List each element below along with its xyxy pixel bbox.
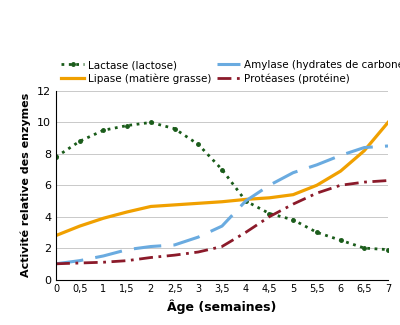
Lactase (lactose)	[220, 168, 224, 172]
Lactase (lactose)	[243, 199, 248, 203]
Protéases (protéine)	[196, 250, 201, 254]
Lactase (lactose)	[172, 127, 177, 131]
Lipase (matière grasse)	[125, 210, 130, 214]
Protéases (protéine)	[338, 183, 343, 187]
Lactase (lactose)	[196, 142, 201, 146]
Amylase (hydrates de carbone)	[148, 244, 153, 248]
Lactase (lactose)	[125, 124, 130, 127]
Lactase (lactose)	[291, 218, 296, 222]
Amylase (hydrates de carbone)	[314, 163, 319, 167]
Lipase (matière grasse)	[54, 234, 58, 238]
Protéases (protéine)	[172, 253, 177, 257]
Protéases (protéine)	[314, 191, 319, 195]
Amylase (hydrates de carbone)	[77, 259, 82, 263]
Amylase (hydrates de carbone)	[291, 171, 296, 175]
Lipase (matière grasse)	[172, 203, 177, 207]
Lipase (matière grasse)	[77, 224, 82, 228]
Line: Protéases (protéine): Protéases (protéine)	[56, 181, 388, 264]
Lipase (matière grasse)	[338, 169, 343, 173]
Line: Lipase (matière grasse): Lipase (matière grasse)	[56, 123, 388, 236]
Protéases (protéine)	[125, 259, 130, 263]
Lipase (matière grasse)	[267, 196, 272, 200]
Protéases (protéine)	[77, 261, 82, 265]
Amylase (hydrates de carbone)	[338, 153, 343, 157]
X-axis label: Âge (semaines): Âge (semaines)	[167, 300, 277, 314]
Lipase (matière grasse)	[362, 149, 367, 153]
Lactase (lactose)	[362, 246, 367, 250]
Line: Amylase (hydrates de carbone): Amylase (hydrates de carbone)	[56, 146, 388, 264]
Lactase (lactose)	[54, 155, 58, 159]
Protéases (protéine)	[386, 179, 390, 183]
Lactase (lactose)	[101, 128, 106, 132]
Amylase (hydrates de carbone)	[386, 144, 390, 148]
Protéases (protéine)	[101, 260, 106, 264]
Lipase (matière grasse)	[220, 200, 224, 204]
Y-axis label: Activité relative des enzymes: Activité relative des enzymes	[21, 93, 32, 277]
Amylase (hydrates de carbone)	[172, 243, 177, 247]
Lactase (lactose)	[338, 238, 343, 242]
Lactase (lactose)	[148, 121, 153, 124]
Lactase (lactose)	[386, 248, 390, 252]
Lipase (matière grasse)	[291, 193, 296, 197]
Amylase (hydrates de carbone)	[125, 248, 130, 252]
Protéases (protéine)	[243, 230, 248, 234]
Amylase (hydrates de carbone)	[362, 146, 367, 150]
Amylase (hydrates de carbone)	[267, 183, 272, 187]
Lipase (matière grasse)	[196, 202, 201, 205]
Lipase (matière grasse)	[148, 204, 153, 208]
Line: Lactase (lactose): Lactase (lactose)	[52, 119, 392, 253]
Amylase (hydrates de carbone)	[54, 262, 58, 266]
Lipase (matière grasse)	[243, 198, 248, 202]
Lipase (matière grasse)	[101, 216, 106, 220]
Legend: Lactase (lactose), Lipase (matière grasse), Amylase (hydrates de carbone), Proté: Lactase (lactose), Lipase (matière grass…	[61, 60, 400, 84]
Protéases (protéine)	[291, 202, 296, 206]
Protéases (protéine)	[54, 262, 58, 266]
Protéases (protéine)	[220, 244, 224, 248]
Lactase (lactose)	[267, 212, 272, 215]
Amylase (hydrates de carbone)	[220, 224, 224, 228]
Amylase (hydrates de carbone)	[243, 199, 248, 203]
Amylase (hydrates de carbone)	[101, 254, 106, 258]
Lipase (matière grasse)	[314, 183, 319, 187]
Lactase (lactose)	[77, 139, 82, 143]
Lactase (lactose)	[314, 230, 319, 234]
Amylase (hydrates de carbone)	[196, 235, 201, 239]
Protéases (protéine)	[362, 180, 367, 184]
Protéases (protéine)	[148, 255, 153, 259]
Lipase (matière grasse)	[386, 121, 390, 124]
Protéases (protéine)	[267, 215, 272, 219]
